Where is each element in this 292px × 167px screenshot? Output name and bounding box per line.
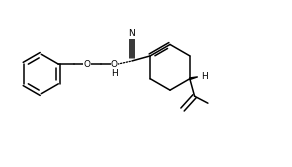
Text: O: O <box>84 60 90 69</box>
Text: H: H <box>201 72 208 81</box>
Text: O: O <box>111 60 118 69</box>
Polygon shape <box>190 77 198 79</box>
Text: H: H <box>111 69 118 78</box>
Text: N: N <box>128 29 135 38</box>
